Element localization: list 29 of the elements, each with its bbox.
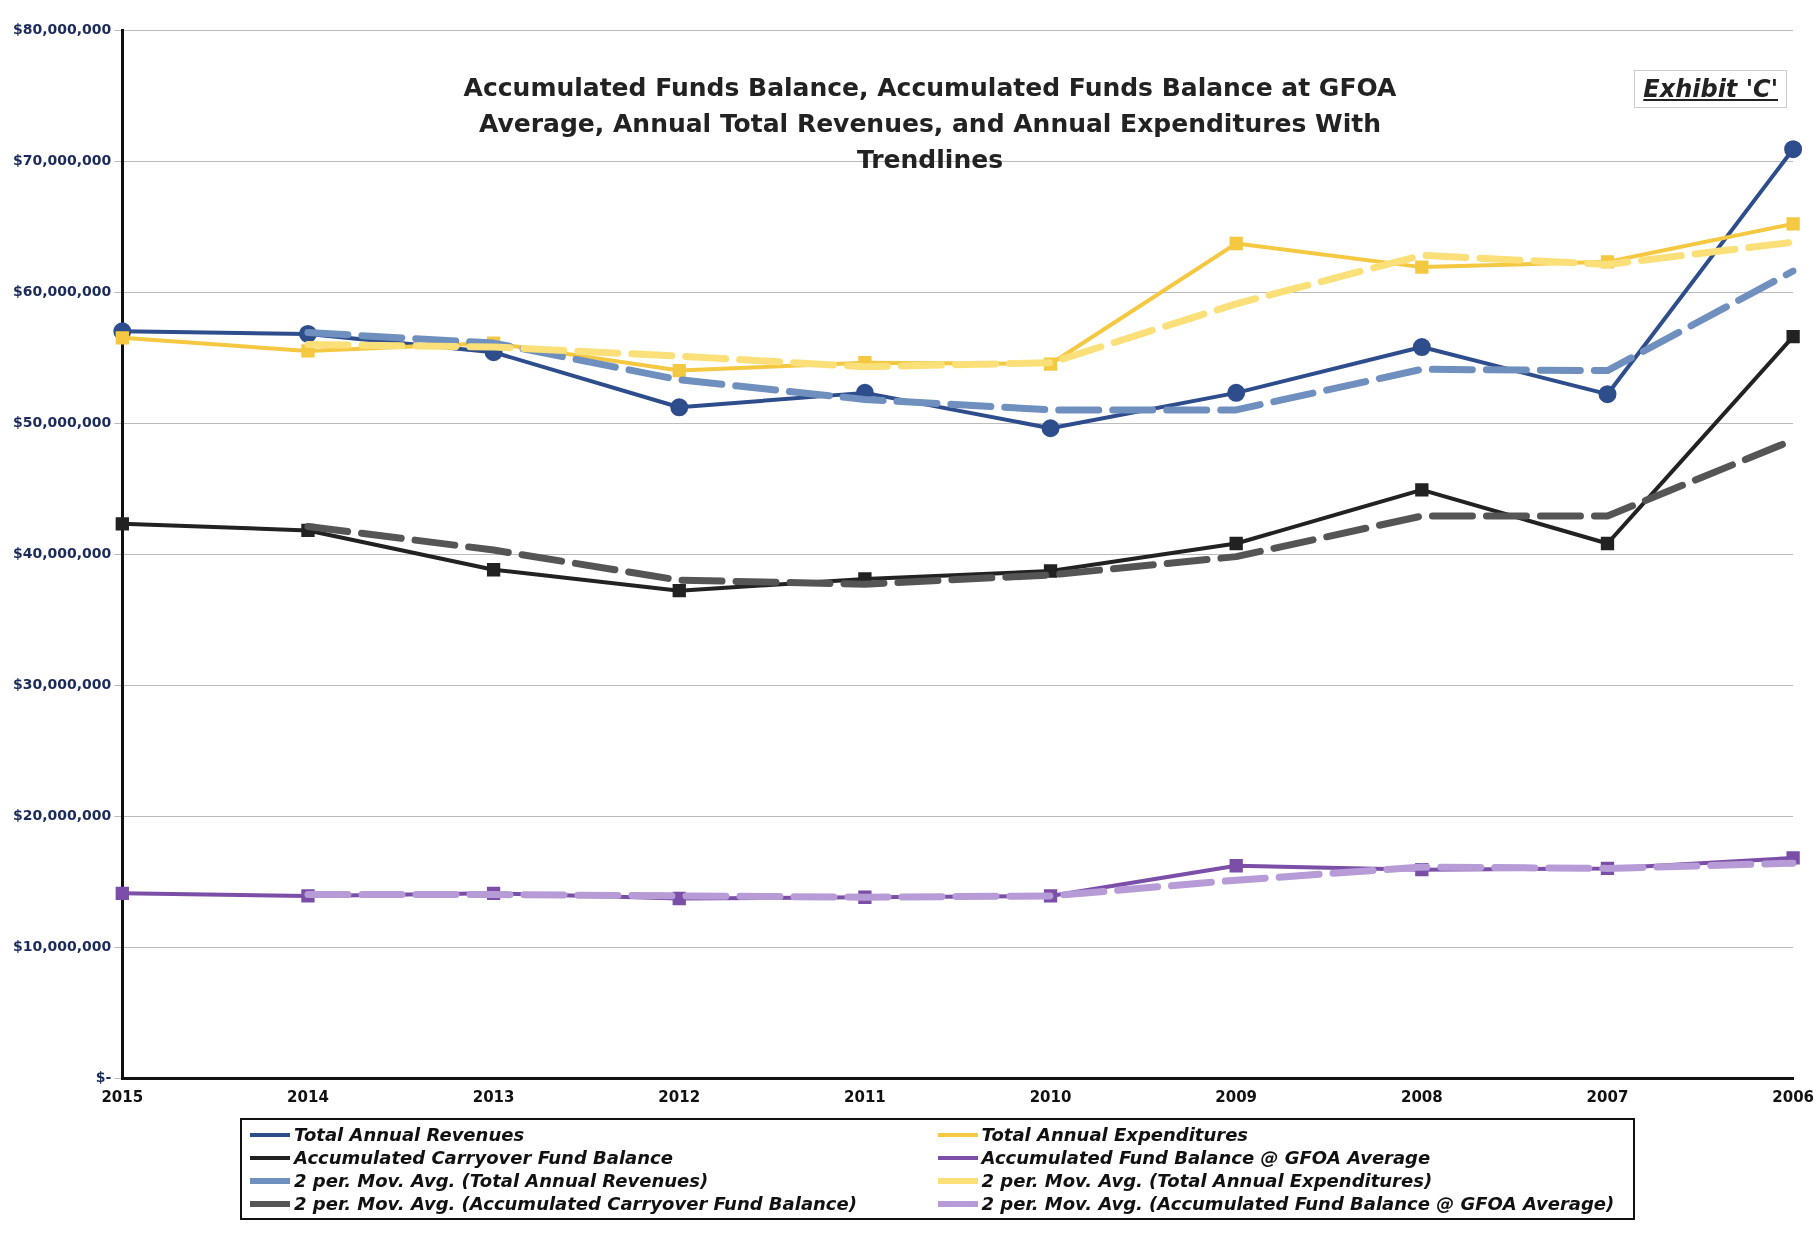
- legend-label: 2 per. Mov. Avg. (Total Annual Expenditures): [981, 1170, 1433, 1191]
- x-tick-label: 2006: [1772, 1087, 1814, 1106]
- legend-label: Accumulated Carryover Fund Balance: [294, 1147, 673, 1168]
- x-tick-label: 2009: [1215, 1087, 1258, 1106]
- y-tick-label: $30,000,000: [13, 675, 112, 692]
- y-tick-label: $50,000,000: [13, 413, 112, 430]
- y-tick-label: $40,000,000: [13, 544, 112, 561]
- y-tick-label: $20,000,000: [13, 806, 112, 823]
- x-tick-label: 2011: [844, 1087, 886, 1106]
- x-tick-label: 2008: [1400, 1087, 1443, 1106]
- y-tick-label: $-: [95, 1068, 112, 1085]
- annotation: Exhibit 'C': [1634, 70, 1787, 108]
- y-tick-label: $70,000,000: [13, 151, 112, 168]
- legend-label: Accumulated Fund Balance @ GFOA Average: [981, 1147, 1431, 1168]
- legend-label: 2 per. Mov. Avg. (Accumulated Fund Balance @ GFOA Average): [981, 1193, 1615, 1214]
- legend-label: 2 per. Mov. Avg. (Total Annual Revenues): [294, 1170, 709, 1191]
- legend-label: 2 per. Mov. Avg. (Accumulated Carryover Fund Balance): [294, 1193, 857, 1214]
- x-tick-label: 2015: [101, 1087, 144, 1106]
- legend-label: Total Annual Expenditures: [981, 1124, 1249, 1145]
- y-tick-label: $10,000,000: [13, 937, 112, 954]
- x-tick-label: 2013: [472, 1087, 515, 1106]
- text: Accumulated Funds Balance, Accumulated Funds Balance at GFOA Average, Annual Total Revenues, and Annual Expenditures With Trendlines: [462, 72, 1398, 176]
- x-tick-label: 2007: [1586, 1087, 1629, 1106]
- x-tick-label: 2010: [1029, 1087, 1072, 1106]
- y-tick-label: $60,000,000: [13, 282, 112, 299]
- x-tick-label: 2012: [658, 1087, 701, 1106]
- y-tick-label: $80,000,000: [13, 20, 112, 37]
- x-tick-label: 2014: [287, 1087, 329, 1106]
- legend-label: Total Annual Revenues: [294, 1124, 525, 1145]
